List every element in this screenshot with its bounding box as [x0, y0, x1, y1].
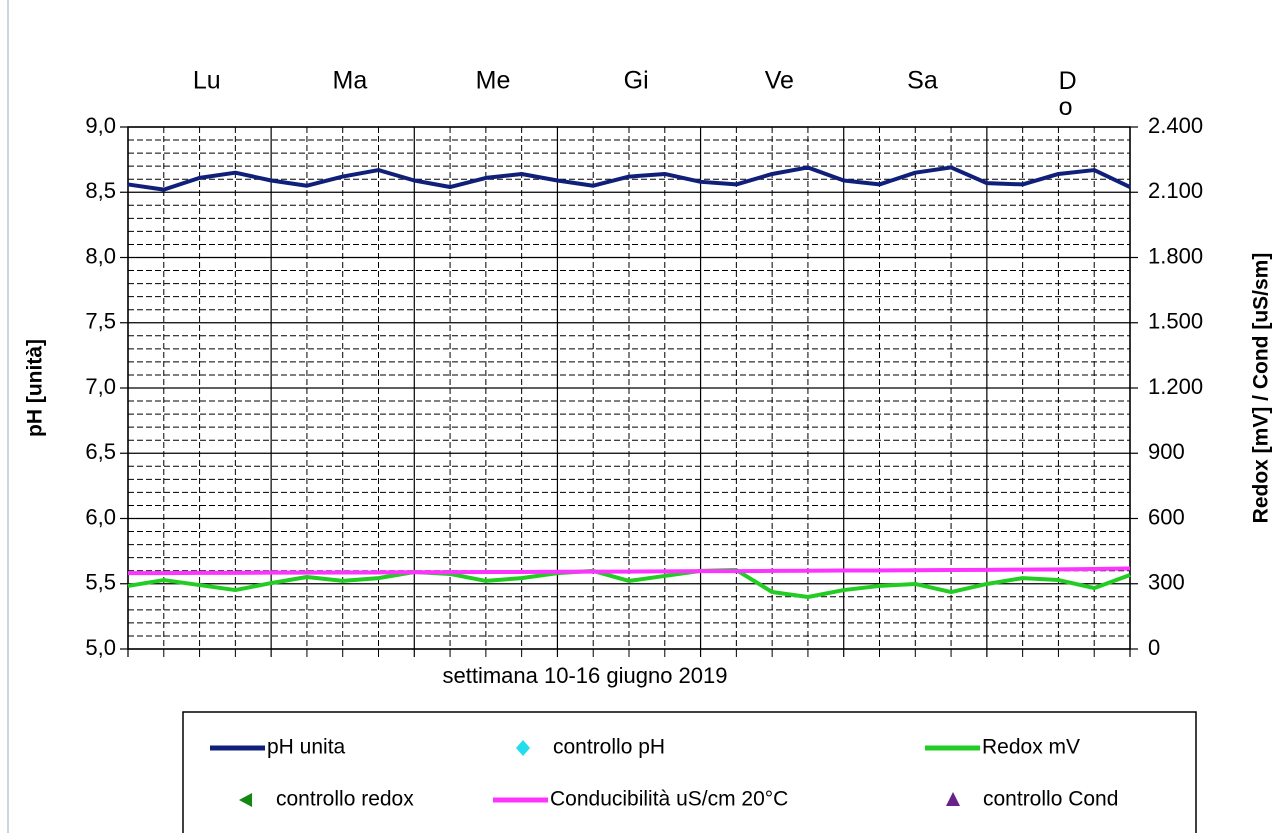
data-line — [127, 568, 1131, 600]
day-label: Gi — [624, 67, 649, 95]
y2-tick-label: 2.400 — [1148, 113, 1203, 138]
day-label: Ma — [333, 67, 368, 95]
plot-frame — [127, 126, 1131, 650]
data-line — [128, 566, 1131, 576]
legend-label: controllo Cond — [983, 788, 1118, 811]
y-tick-label: 5,0 — [85, 635, 116, 660]
legend-label: pH unita — [267, 736, 346, 759]
y-tick-label: 8,0 — [85, 243, 116, 268]
day-label: Ve — [765, 67, 794, 95]
y2-tick-label: 1.800 — [1148, 243, 1203, 268]
y2-tick-label: 300 — [1148, 570, 1185, 595]
day-label: Me — [476, 67, 511, 95]
legend-label: controllo pH — [553, 736, 665, 759]
y2-tick-label: 0 — [1148, 635, 1160, 660]
y2-tick-label: 1.500 — [1148, 309, 1203, 334]
legend-label: controllo redox — [276, 788, 414, 811]
day-label: Do — [1058, 67, 1077, 121]
y-tick-label: 8,5 — [85, 178, 116, 203]
legend-label: Conducibilità uS/cm 20°C — [550, 788, 788, 811]
day-label: Sa — [907, 67, 938, 95]
y-tick-label: 9,0 — [85, 113, 116, 138]
y2-tick-label: 900 — [1148, 439, 1185, 464]
x-axis-title: settimana 10-16 giugno 2019 — [443, 663, 728, 688]
y-tick-label: 7,0 — [85, 374, 116, 399]
y2-tick-label: 2.100 — [1148, 178, 1203, 203]
legend-label: Redox mV — [982, 736, 1080, 759]
y2-tick-label: 600 — [1148, 504, 1185, 529]
y-tick-label: 5,5 — [85, 570, 116, 595]
legend-box — [182, 711, 1197, 833]
y-tick-label: 6,0 — [85, 504, 116, 529]
y-tick-label: 6,5 — [85, 439, 116, 464]
y-axis-title: pH [unità] — [24, 339, 47, 437]
y2-axis-title: Redox [mV] / Cond [uS/sm] — [1250, 253, 1273, 524]
y2-tick-label: 1.200 — [1148, 374, 1203, 399]
y-tick-label: 7,5 — [85, 309, 116, 334]
legend-marker — [239, 793, 252, 807]
legend-marker — [946, 792, 960, 806]
legend-marker — [516, 740, 530, 756]
day-label: Lu — [193, 67, 221, 95]
data-line — [127, 165, 1131, 192]
